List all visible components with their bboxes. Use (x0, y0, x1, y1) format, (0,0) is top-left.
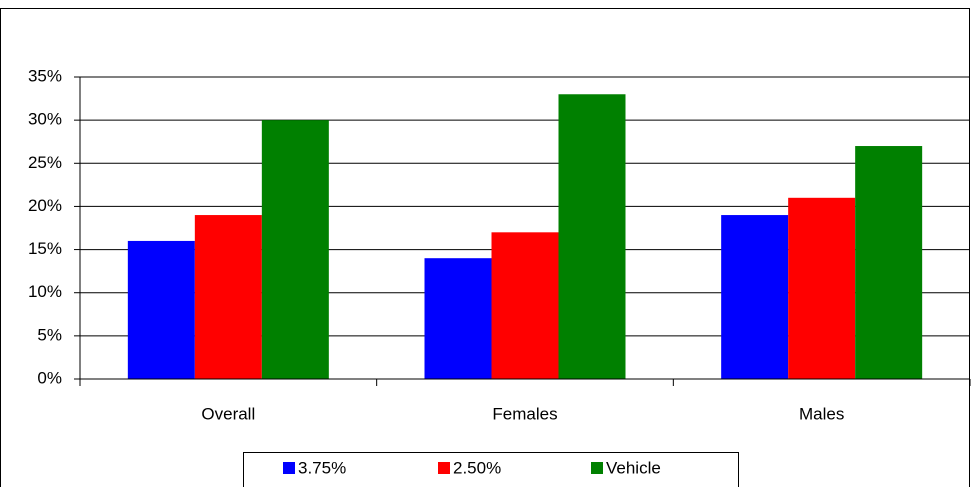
legend-label: 2.50% (453, 458, 501, 477)
x-tick-label: Males (799, 404, 844, 423)
y-tick-label: 0% (37, 368, 62, 387)
bar (194, 215, 262, 379)
y-tick-label: 25% (28, 153, 62, 172)
bar (261, 120, 329, 380)
bar (424, 258, 492, 379)
y-tick-label: 15% (28, 239, 62, 258)
y-tick-label: 10% (28, 282, 62, 301)
legend-swatch (591, 462, 603, 474)
bar (855, 146, 923, 379)
y-tick-label: 35% (28, 66, 62, 85)
x-tick-label: Overall (201, 404, 255, 423)
y-tick-label: 30% (28, 110, 62, 129)
x-tick-label: Females (492, 404, 557, 423)
bar (127, 240, 195, 379)
bar (721, 215, 789, 379)
bar (788, 197, 856, 379)
legend-box (243, 452, 739, 487)
y-tick-label: 20% (28, 196, 62, 215)
legend-label: Vehicle (606, 458, 661, 477)
bar (558, 94, 626, 379)
legend-swatch (438, 462, 450, 474)
y-tick-label: 5% (37, 325, 62, 344)
legend-label: 3.75% (298, 458, 346, 477)
bar (491, 232, 559, 379)
legend-swatch (283, 462, 295, 474)
